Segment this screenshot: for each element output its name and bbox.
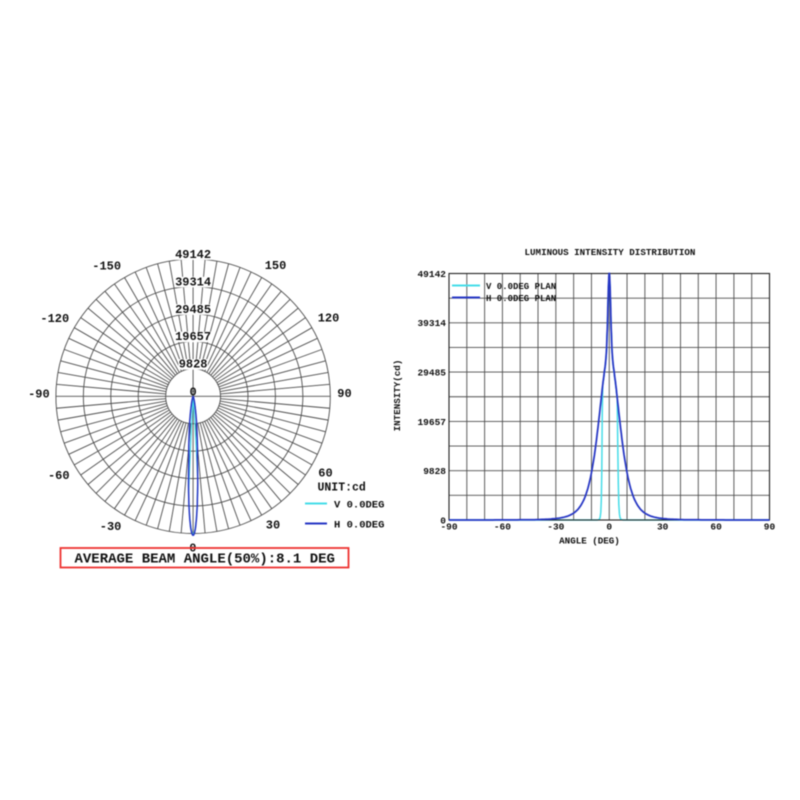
svg-text:150: 150 xyxy=(265,259,287,273)
svg-text:-120: -120 xyxy=(40,312,69,326)
svg-text:AVERAGE BEAM ANGLE(50%):8.1 DE: AVERAGE BEAM ANGLE(50%):8.1 DEG xyxy=(75,552,335,568)
svg-text:LUMINOUS INTENSITY DISTRIBUTIO: LUMINOUS INTENSITY DISTRIBUTION xyxy=(525,247,696,258)
svg-text:INTENSITY(cd): INTENSITY(cd) xyxy=(392,360,403,432)
svg-text:-90: -90 xyxy=(28,387,50,401)
svg-text:0: 0 xyxy=(440,515,446,526)
svg-text:19657: 19657 xyxy=(417,417,446,428)
svg-text:ANGLE (DEG): ANGLE (DEG) xyxy=(559,536,620,547)
svg-text:0: 0 xyxy=(606,522,612,533)
svg-text:UNIT:cd: UNIT:cd xyxy=(318,482,366,495)
svg-text:120: 120 xyxy=(318,311,340,325)
svg-text:30: 30 xyxy=(657,522,669,533)
svg-text:29485: 29485 xyxy=(417,368,446,379)
svg-text:9828: 9828 xyxy=(179,358,208,372)
svg-text:-30: -30 xyxy=(547,522,564,533)
svg-text:90: 90 xyxy=(337,387,351,401)
svg-text:60: 60 xyxy=(318,466,332,480)
svg-text:60: 60 xyxy=(710,522,722,533)
svg-text:V 0.0DEG PLAN: V 0.0DEG PLAN xyxy=(334,500,416,512)
svg-text:49142: 49142 xyxy=(417,269,446,280)
svg-text:-150: -150 xyxy=(92,259,121,273)
svg-text:90: 90 xyxy=(764,522,776,533)
svg-text:39314: 39314 xyxy=(175,275,211,289)
svg-text:-90: -90 xyxy=(440,522,457,533)
svg-text:19657: 19657 xyxy=(175,330,211,344)
svg-text:29485: 29485 xyxy=(175,303,211,317)
svg-text:H 0.0DEG PLAN: H 0.0DEG PLAN xyxy=(486,294,556,304)
svg-text:49142: 49142 xyxy=(175,248,211,262)
svg-text:0: 0 xyxy=(189,386,196,400)
svg-text:39314: 39314 xyxy=(417,318,446,329)
svg-text:V 0.0DEG PLAN: V 0.0DEG PLAN xyxy=(486,282,556,292)
svg-text:-60: -60 xyxy=(48,469,70,483)
svg-text:H 0.0DEG PLAN: H 0.0DEG PLAN xyxy=(334,520,416,532)
svg-text:-30: -30 xyxy=(100,520,122,534)
svg-text:30: 30 xyxy=(266,518,280,532)
svg-text:-60: -60 xyxy=(494,522,511,533)
svg-text:9828: 9828 xyxy=(423,466,446,477)
